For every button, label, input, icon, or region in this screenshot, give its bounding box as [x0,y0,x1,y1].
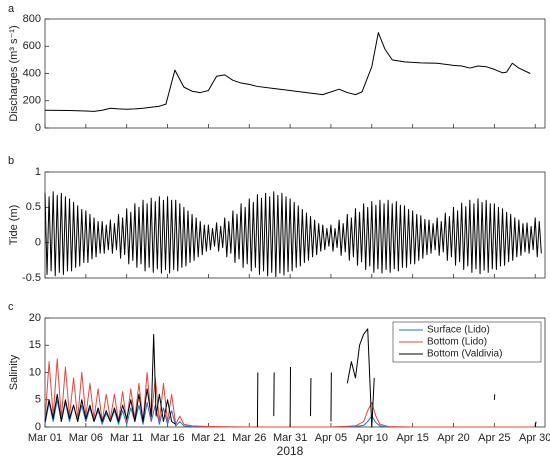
data-line [44,328,537,428]
data-line [44,358,536,428]
x-axis-label: 2018 [277,444,304,458]
y-tick-label: 800 [23,13,41,25]
x-tick-label: Apr 25 [478,432,510,444]
panel-label: a [8,3,15,15]
plot-area [44,18,546,129]
y-tick-label: 0 [35,237,41,249]
plot-area [44,171,546,279]
x-tick-label: Mar 01 [28,432,62,444]
y-tick-label: 0.5 [26,201,41,213]
y-axis-label: Salinity [8,354,20,390]
y-tick-label: 600 [23,40,41,52]
x-tick-label: Apr 05 [315,432,347,444]
x-tick-label: Apr 30 [519,432,550,444]
x-tick-label: Mar 26 [232,432,266,444]
y-axis-label: Tide (m) [8,205,20,246]
legend-label: Bottom (Valdivia) [427,349,502,360]
y-tick-label: 200 [23,95,41,107]
y-axis-label: Discharges (m³ s⁻¹) [8,25,20,121]
x-tick-label: Apr 20 [437,432,469,444]
legend-label: Surface (Lido) [427,325,490,336]
data-line [44,32,531,112]
y-tick-label: 15 [29,339,41,351]
y-tick-label: 0 [35,421,41,433]
legend-label: Bottom (Lido) [427,337,487,348]
x-tick-label: Mar 11 [110,432,143,444]
y-tick-label: 0 [35,122,41,134]
y-tick-label: 400 [23,67,41,79]
x-tick-label: Mar 06 [69,432,103,444]
data-line [44,191,542,278]
x-tick-label: Apr 10 [356,432,388,444]
y-tick-label: 1 [35,166,41,178]
y-tick-label: 20 [29,312,41,324]
x-tick-label: Apr 15 [396,432,428,444]
x-tick-label: Mar 31 [273,432,307,444]
y-tick-label: 10 [29,366,41,378]
panel-label: c [8,301,14,313]
legend: Surface (Lido)Bottom (Lido)Bottom (Valdi… [392,321,542,363]
x-tick-label: Mar 16 [150,432,184,444]
x-tick-label: Mar 21 [191,432,225,444]
y-tick-label: -0.5 [22,272,41,284]
panel-label: b [8,155,14,167]
y-tick-label: 5 [35,394,41,406]
